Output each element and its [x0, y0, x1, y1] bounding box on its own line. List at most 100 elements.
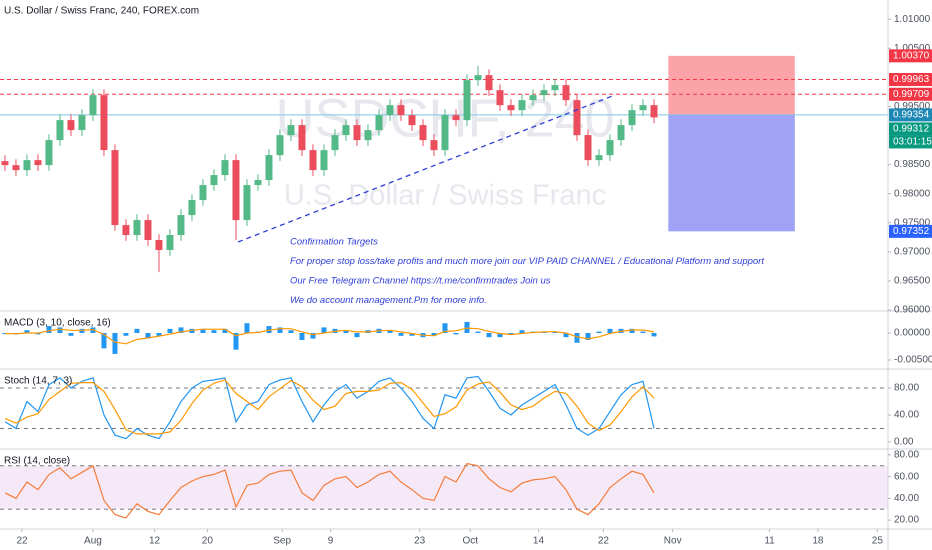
- chart-title: U.S. Dollar / Swiss Franc, 240, FOREX.co…: [4, 6, 199, 17]
- candle-body: [287, 125, 295, 136]
- histogram-bar: [2, 333, 8, 335]
- x-tick-label: Aug: [84, 536, 102, 547]
- candle-body: [155, 240, 163, 251]
- candle-body: [562, 85, 570, 101]
- price-tag: [889, 108, 932, 122]
- histogram-bar: [134, 328, 140, 334]
- watermark-name: U.S. Dollar / Swiss Franc: [284, 180, 606, 212]
- histogram-bar: [310, 333, 316, 339]
- candle-body: [573, 100, 581, 136]
- annotation: Confirmation Targets: [290, 237, 378, 248]
- y-tick-label: 80.00: [894, 383, 919, 394]
- y-tick-label: 40.00: [894, 493, 919, 504]
- histogram-bar: [68, 333, 74, 336]
- candle-body: [144, 220, 152, 241]
- annotation: For proper stop loss/take profits and mu…: [290, 256, 764, 267]
- candle-body: [67, 120, 75, 131]
- y-tick-label: 1.00500: [894, 43, 931, 54]
- candle-body: [353, 125, 361, 141]
- y-tick-label: 0.00000: [894, 328, 931, 339]
- x-tick-label: 22: [598, 536, 610, 547]
- candle-body: [551, 85, 559, 91]
- price-tag: [889, 87, 932, 101]
- x-tick-label: 9: [328, 536, 334, 547]
- candle-body: [485, 75, 493, 91]
- candle-body: [309, 150, 317, 171]
- y-tick-label: 0.98000: [894, 188, 931, 199]
- histogram-bar: [145, 333, 151, 339]
- candle-body: [210, 175, 218, 186]
- histogram-bar: [607, 328, 613, 334]
- candle-body: [595, 155, 603, 161]
- histogram-bar: [90, 327, 96, 334]
- histogram-bar: [288, 330, 294, 334]
- price-tag-label: 0.99354: [893, 110, 930, 121]
- histogram-bar: [519, 330, 525, 334]
- histogram-bar: [497, 333, 503, 338]
- candle-body: [364, 130, 372, 141]
- histogram-bar: [574, 333, 580, 343]
- candle-body: [166, 235, 174, 251]
- y-tick-label: 0.99500: [894, 101, 931, 112]
- candle-body: [89, 95, 97, 116]
- candle-body: [133, 220, 141, 236]
- histogram-bar: [651, 333, 657, 337]
- candle-body: [617, 125, 625, 141]
- x-tick-label: 22: [16, 536, 28, 547]
- candle-body: [298, 125, 306, 151]
- histogram-bar: [640, 331, 646, 334]
- histogram-bar: [156, 333, 162, 336]
- countdown-label: 03:01:15: [893, 137, 932, 148]
- y-tick-label: 1.01000: [894, 14, 931, 25]
- price-tag-label: 0.99963: [893, 74, 930, 85]
- y-tick-label: 40.00: [894, 410, 919, 421]
- y-tick-label: 0.97000: [894, 246, 931, 257]
- candle-body: [23, 160, 31, 171]
- stop-zone: [668, 114, 795, 232]
- histogram-bar: [222, 328, 228, 334]
- histogram-bar: [508, 333, 514, 335]
- candle-body: [507, 105, 515, 111]
- pane-title: RSI (14, close): [4, 456, 70, 467]
- x-tick-label: 11: [764, 536, 775, 547]
- histogram-bar: [563, 333, 569, 338]
- candle-body: [518, 100, 526, 111]
- y-tick-label: -0.00500: [894, 355, 932, 366]
- histogram-bar: [354, 333, 360, 338]
- indicator-line: [4, 379, 655, 435]
- y-tick-label: 60.00: [894, 471, 919, 482]
- price-tag: [889, 224, 932, 238]
- histogram-bar: [200, 328, 206, 334]
- histogram-bar: [431, 333, 437, 336]
- candle-body: [34, 160, 42, 166]
- candle-body: [584, 135, 592, 161]
- candle-body: [386, 105, 394, 116]
- candle-body: [397, 105, 405, 116]
- candle-body: [221, 160, 229, 176]
- histogram-bar: [629, 328, 635, 334]
- x-tick-label: 20: [202, 536, 214, 547]
- histogram-bar: [552, 331, 558, 334]
- histogram-bar: [453, 333, 459, 335]
- indicator-line: [4, 327, 655, 345]
- candle-body: [529, 95, 537, 101]
- candle-body: [496, 90, 504, 106]
- indicator-line: [4, 375, 655, 440]
- histogram-bar: [486, 333, 492, 338]
- histogram-bar: [24, 330, 30, 334]
- candle-body: [265, 155, 273, 181]
- candle-body: [56, 120, 64, 141]
- histogram-bar: [585, 333, 591, 340]
- candle-body: [188, 200, 196, 216]
- candle-body: [342, 125, 350, 136]
- pane-title: MACD (3, 10, close, 16): [4, 318, 111, 329]
- trend-line: [237, 94, 616, 243]
- y-tick-label: 0.00: [894, 437, 914, 448]
- histogram-bar: [299, 333, 305, 340]
- rsi-band: [0, 465, 888, 510]
- histogram-bar: [464, 321, 470, 334]
- annotation: We do account management.Pm for more inf…: [290, 295, 487, 306]
- price-tag-label: 0.99312: [893, 124, 930, 135]
- candle-body: [12, 165, 20, 171]
- candle-body: [199, 185, 207, 201]
